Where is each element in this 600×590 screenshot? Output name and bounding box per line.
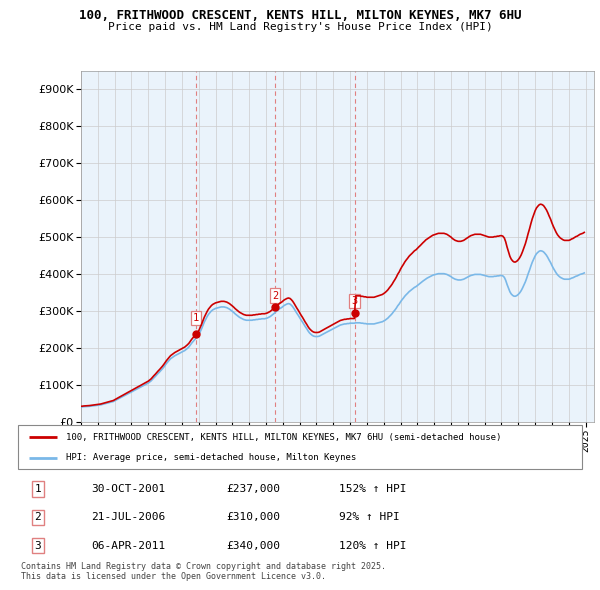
Text: 120% ↑ HPI: 120% ↑ HPI (340, 540, 407, 550)
Text: 2: 2 (272, 290, 278, 300)
Text: £310,000: £310,000 (227, 512, 281, 522)
Text: 1: 1 (34, 484, 41, 494)
Text: 1: 1 (193, 313, 199, 323)
Text: 21-JUL-2006: 21-JUL-2006 (91, 512, 166, 522)
Text: £340,000: £340,000 (227, 540, 281, 550)
Text: 152% ↑ HPI: 152% ↑ HPI (340, 484, 407, 494)
Text: 06-APR-2011: 06-APR-2011 (91, 540, 166, 550)
Text: 3: 3 (352, 296, 358, 306)
Text: £237,000: £237,000 (227, 484, 281, 494)
Text: HPI: Average price, semi-detached house, Milton Keynes: HPI: Average price, semi-detached house,… (66, 454, 356, 463)
Text: 100, FRITHWOOD CRESCENT, KENTS HILL, MILTON KEYNES, MK7 6HU: 100, FRITHWOOD CRESCENT, KENTS HILL, MIL… (79, 9, 521, 22)
Text: 100, FRITHWOOD CRESCENT, KENTS HILL, MILTON KEYNES, MK7 6HU (semi-detached house: 100, FRITHWOOD CRESCENT, KENTS HILL, MIL… (66, 432, 502, 442)
Text: 30-OCT-2001: 30-OCT-2001 (91, 484, 166, 494)
Text: 3: 3 (34, 540, 41, 550)
Text: Contains HM Land Registry data © Crown copyright and database right 2025.
This d: Contains HM Land Registry data © Crown c… (21, 562, 386, 581)
Text: 92% ↑ HPI: 92% ↑ HPI (340, 512, 400, 522)
Text: 2: 2 (34, 512, 41, 522)
Text: Price paid vs. HM Land Registry's House Price Index (HPI): Price paid vs. HM Land Registry's House … (107, 22, 493, 32)
